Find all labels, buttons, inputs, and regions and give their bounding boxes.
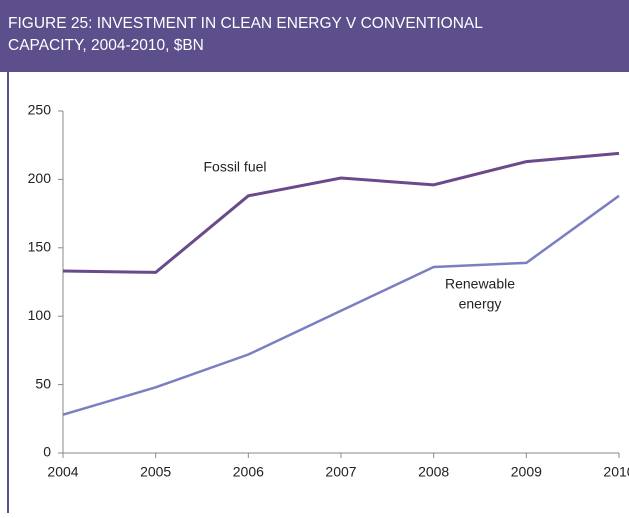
x-tick-label: 2007 [325, 464, 356, 480]
x-tick-label: 2004 [47, 464, 78, 480]
series-line [62, 151, 620, 274]
y-tick-label: 100 [28, 307, 52, 323]
series-label: Renewable [445, 276, 515, 292]
x-tick-label: 2010 [603, 464, 629, 480]
x-tick-label: 2008 [418, 464, 449, 480]
y-tick-label: 0 [43, 444, 51, 460]
x-tick-label: 2006 [233, 464, 264, 480]
x-tick-label: 2005 [140, 464, 171, 480]
x-tick-label: 2009 [511, 464, 542, 480]
y-tick-label: 250 [28, 102, 52, 118]
series-line [62, 194, 620, 416]
title-line: FIGURE 25: INVESTMENT IN CLEAN ENERGY V … [8, 15, 483, 32]
series-label: Fossil fuel [203, 159, 266, 175]
y-tick-label: 50 [35, 375, 51, 391]
y-tick-label: 150 [28, 239, 52, 255]
title-line: CAPACITY, 2004-2010, $BN [8, 37, 204, 54]
y-tick-label: 200 [28, 170, 52, 186]
series-label: energy [459, 296, 502, 312]
header-band [0, 0, 629, 72]
